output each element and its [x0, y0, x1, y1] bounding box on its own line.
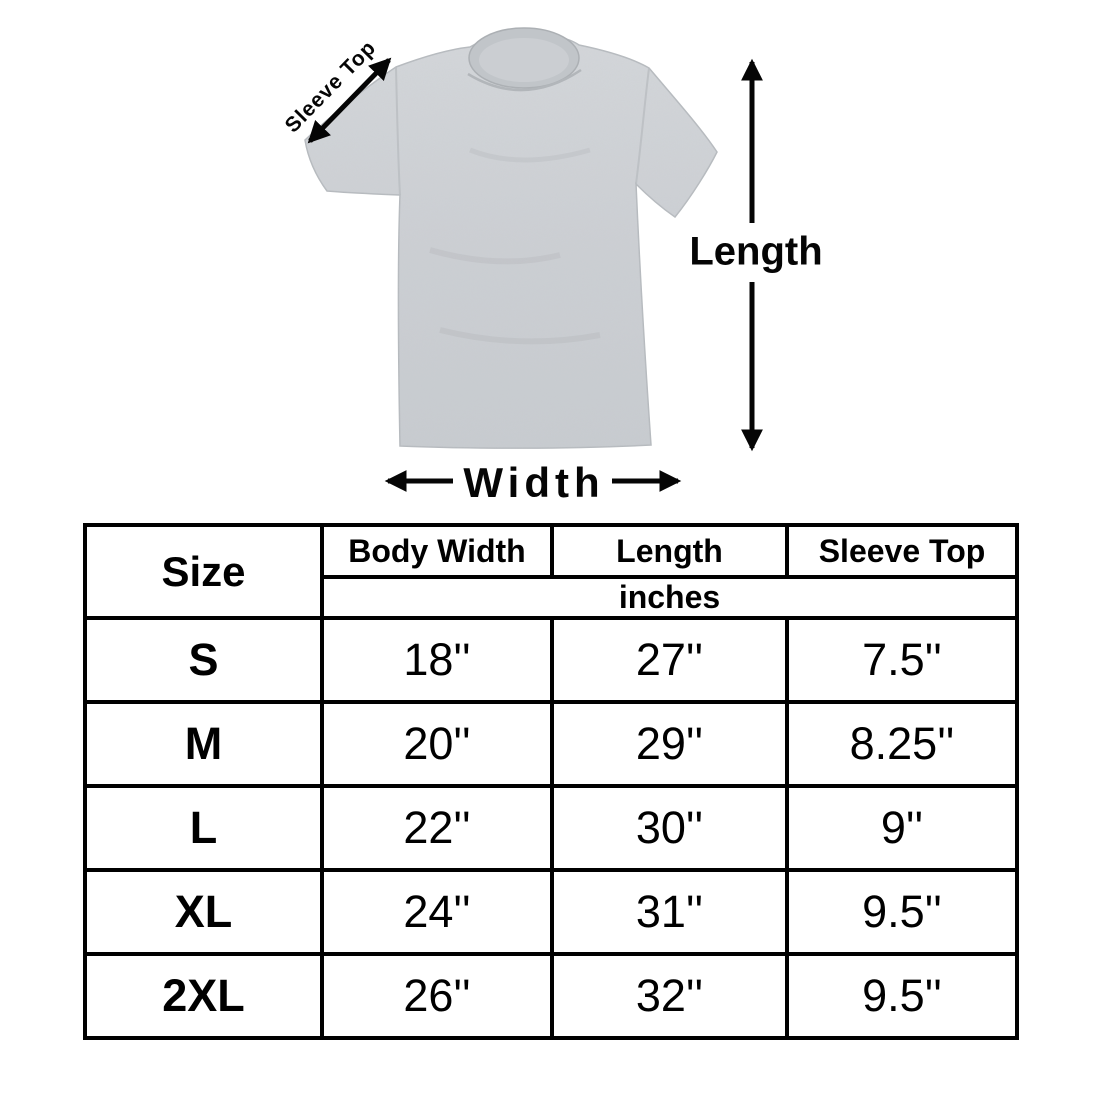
sleeve-top-arrow [307, 57, 392, 144]
body-width-cell: 22'' [320, 784, 554, 872]
sleeve-top-cell: 7.5'' [785, 616, 1019, 704]
table-header-row: Size Body Width Length Sleeve Top [83, 523, 1019, 620]
length-cell: 31'' [550, 868, 789, 956]
table-row-s: S 18'' 27'' 7.5'' [83, 616, 1019, 704]
table-row-l: L 22'' 30'' 9'' [83, 784, 1019, 872]
size-cell: L [83, 784, 324, 872]
width-label: Width [463, 459, 605, 506]
size-chart-table: Size Body Width Length Sleeve Top inches… [83, 523, 1019, 1040]
size-cell: 2XL [83, 952, 324, 1040]
sleeve-top-cell: 9.5'' [785, 952, 1019, 1040]
body-width-column-header: Body Width [320, 523, 554, 579]
length-cell: 29'' [550, 700, 789, 788]
table-units-row: inches [85, 575, 1019, 620]
sleeve-top-cell: 9.5'' [785, 868, 1019, 956]
sleeve-top-cell: 8.25'' [785, 700, 1019, 788]
length-cell: 32'' [550, 952, 789, 1040]
table-row-xl: XL 24'' 31'' 9.5'' [83, 868, 1019, 956]
length-cell: 27'' [550, 616, 789, 704]
body-width-cell: 26'' [320, 952, 554, 1040]
measurement-diagram: Sleeve Top Length Width [0, 0, 1100, 523]
size-cell: S [83, 616, 324, 704]
body-width-cell: 18'' [320, 616, 554, 704]
table-row-m: M 20'' 29'' 8.25'' [83, 700, 1019, 788]
tshirt-collar [467, 27, 582, 92]
sleeve-top-cell: 9'' [785, 784, 1019, 872]
length-label: Length [689, 229, 823, 274]
tshirt-diagram-svg [304, 27, 764, 493]
size-cell: M [83, 700, 324, 788]
units-header: inches [320, 575, 1019, 620]
size-column-header: Size [83, 523, 324, 620]
size-cell: XL [83, 868, 324, 956]
table-row-2xl: 2XL 26'' 32'' 9.5'' [83, 952, 1019, 1040]
length-cell: 30'' [550, 784, 789, 872]
body-width-cell: 24'' [320, 868, 554, 956]
tshirt-illustration [304, 27, 718, 449]
length-column-header: Length [550, 523, 789, 579]
sleeve-top-column-header: Sleeve Top [785, 523, 1019, 579]
body-width-cell: 20'' [320, 700, 554, 788]
